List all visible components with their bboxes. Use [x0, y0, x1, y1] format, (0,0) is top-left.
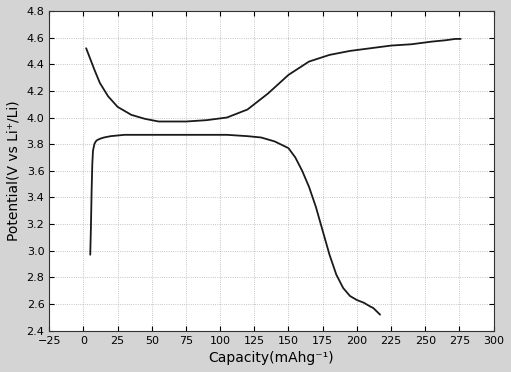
X-axis label: Capacity(mAhg⁻¹): Capacity(mAhg⁻¹)	[208, 351, 334, 365]
Y-axis label: Potential(V vs Li⁺/Li): Potential(V vs Li⁺/Li)	[7, 100, 21, 241]
